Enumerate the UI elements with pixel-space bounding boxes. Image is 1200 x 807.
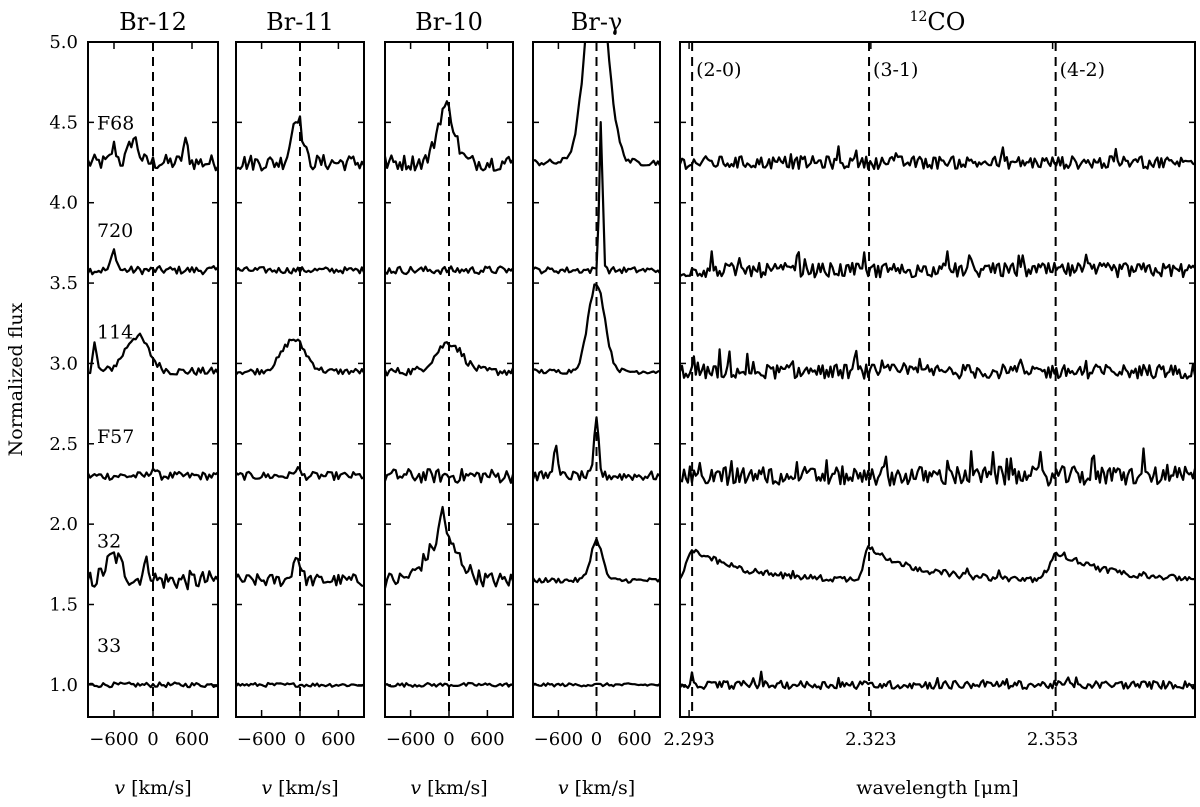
- spectrum-line: [533, 42, 660, 167]
- panel-title: Br-10: [415, 8, 483, 36]
- spectrum-line: [533, 537, 660, 584]
- x-tick-label: 0: [591, 729, 602, 750]
- spectrum-line: [88, 551, 218, 591]
- x-tick-label: 600: [617, 729, 651, 750]
- transition-label: (2-0): [696, 59, 741, 81]
- x-axis-label: v [km/s]: [558, 777, 635, 799]
- spectrum-line: [680, 145, 1195, 170]
- y-tick-label: 4.0: [49, 193, 78, 214]
- panel-title: Br-γ: [571, 8, 623, 36]
- spectrum-line: [533, 283, 660, 375]
- spectrum-line: [88, 467, 218, 481]
- star-label: 33: [97, 635, 121, 657]
- spectrum-line: [88, 681, 218, 689]
- panel-frame: [679, 41, 1196, 718]
- star-label: 720: [97, 220, 133, 242]
- panel-title: 12CO: [910, 8, 966, 36]
- transition-label: (3-1): [873, 59, 918, 81]
- x-axis-label: v [km/s]: [261, 777, 338, 799]
- y-tick-label: 4.5: [49, 112, 78, 133]
- y-tick-label: 1.5: [49, 595, 78, 616]
- x-tick-label: 600: [470, 729, 504, 750]
- x-axis-label: v [km/s]: [410, 777, 487, 799]
- x-tick-label: −600: [89, 729, 138, 750]
- spectrum-line: [680, 348, 1195, 380]
- spectrum-line: [385, 341, 513, 377]
- y-tick-label: 2.0: [49, 514, 78, 535]
- spectrum-line: [236, 556, 364, 588]
- y-axis-label: Normalized flux: [5, 302, 27, 456]
- y-tick-label: 5.0: [49, 32, 78, 53]
- x-axis-label: wavelength [μm]: [856, 777, 1018, 799]
- y-tick-label: 3.0: [49, 353, 78, 374]
- chart-panel: Br-12 −600 0 600 v [km/s]: [87, 8, 219, 799]
- x-tick-label: −600: [237, 729, 286, 750]
- x-tick-label: 2.353: [1027, 729, 1079, 750]
- x-tick-label: 2.293: [663, 729, 715, 750]
- spectrum-line: [385, 100, 513, 172]
- x-tick-label: 0: [443, 729, 454, 750]
- spectrum-line: [236, 266, 364, 275]
- spectrum-line: [88, 332, 218, 376]
- x-tick-label: 0: [294, 729, 305, 750]
- spectrum-line: [236, 115, 364, 172]
- spectrum-line: [680, 250, 1195, 279]
- spectrum-line: [236, 338, 364, 376]
- chart-panel: Br-γ −600 0 600 v [km/s]: [532, 8, 661, 799]
- panel-title: Br-11: [266, 8, 334, 36]
- spectrum-line: [236, 466, 364, 481]
- x-tick-label: −600: [386, 729, 435, 750]
- transition-label: (4-2): [1060, 59, 1105, 81]
- spectrum-line: [385, 505, 513, 589]
- star-label: F57: [97, 426, 134, 448]
- chart-panel: Br-11 −600 0 600 v [km/s]: [235, 8, 365, 799]
- spectrum-line: [385, 468, 513, 484]
- y-tick-label: 2.5: [49, 434, 78, 455]
- spectrum-line: [680, 447, 1195, 487]
- spectrum-line: [680, 545, 1195, 584]
- x-tick-label: 2.323: [845, 729, 897, 750]
- x-tick-label: 600: [321, 729, 355, 750]
- chart-panel: 12CO (2-0) (3-1) (4-2) 2.293 2.323 2.353 wavele…: [663, 8, 1196, 799]
- x-tick-label: 600: [175, 729, 209, 750]
- spectrum-line: [680, 670, 1195, 690]
- spectrum-line: [385, 681, 513, 688]
- panel-title: Br-12: [119, 8, 187, 36]
- y-tick-label: 3.5: [49, 273, 78, 294]
- star-label: F68: [97, 113, 134, 135]
- x-tick-label: −600: [534, 729, 583, 750]
- spectrum-line: [88, 248, 218, 276]
- spectrum-line: [88, 136, 218, 172]
- spectrum-line: [385, 265, 513, 276]
- spectrum-line: [533, 682, 660, 688]
- y-tick-label: 1.0: [49, 675, 78, 696]
- x-axis-label: v [km/s]: [114, 777, 191, 799]
- x-tick-label: 0: [147, 729, 158, 750]
- star-label: 32: [97, 530, 121, 552]
- star-label: 114: [97, 321, 133, 343]
- spectrum-line: [236, 681, 364, 688]
- spectrum-line: [533, 121, 660, 275]
- spectrum-line: [533, 416, 660, 482]
- chart-panel: Br-10 −600 0 600 v [km/s]: [384, 8, 514, 799]
